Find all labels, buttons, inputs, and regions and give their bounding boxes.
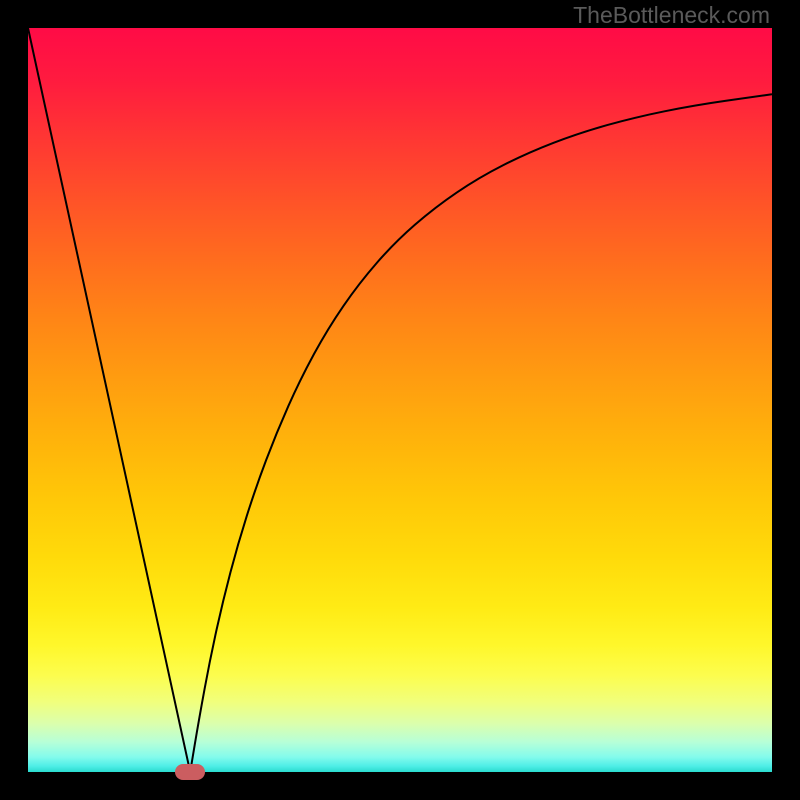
plot-area [28, 28, 772, 772]
optimum-marker [175, 764, 205, 780]
curve-layer [28, 28, 772, 772]
bottleneck-curve [28, 28, 772, 772]
watermark-text: TheBottleneck.com [573, 2, 770, 29]
chart-container: TheBottleneck.com [0, 0, 800, 800]
